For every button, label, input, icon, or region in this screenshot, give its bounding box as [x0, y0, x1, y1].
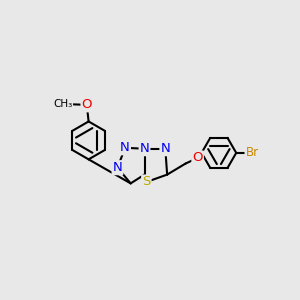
- Text: N: N: [112, 161, 122, 174]
- Text: Br: Br: [245, 146, 259, 159]
- Text: O: O: [82, 98, 92, 111]
- Text: N: N: [140, 142, 149, 155]
- Text: O: O: [192, 152, 203, 164]
- Text: CH₃: CH₃: [53, 99, 72, 110]
- Text: S: S: [142, 176, 151, 188]
- Text: N: N: [160, 142, 170, 155]
- Text: N: N: [120, 141, 130, 154]
